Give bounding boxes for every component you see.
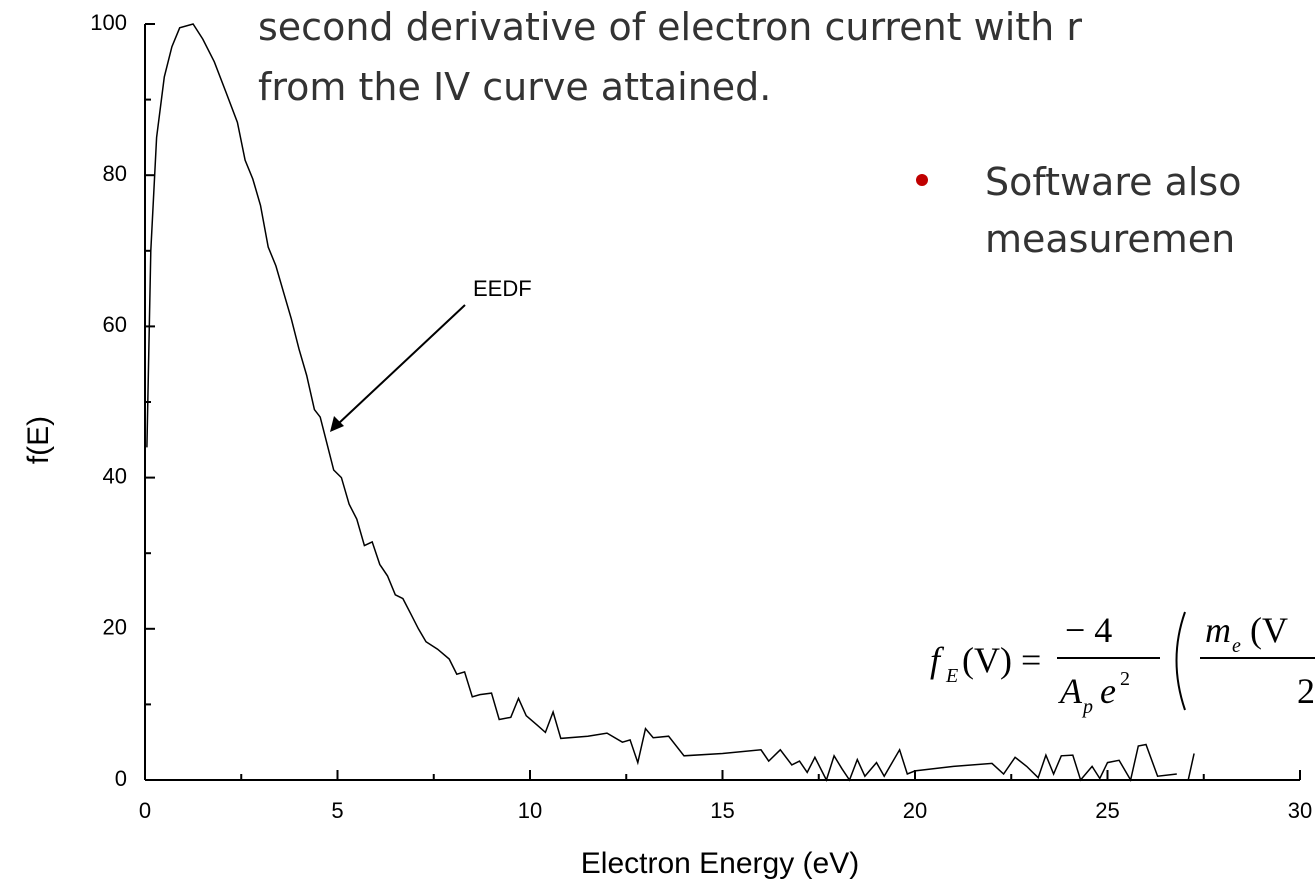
x-tick-label: 20	[903, 798, 927, 823]
y-tick-label: 20	[103, 615, 127, 640]
y-tick-label: 0	[115, 766, 127, 791]
bullet	[916, 174, 928, 186]
formula-part: − 4	[1065, 610, 1112, 650]
annotation: EEDF	[473, 276, 532, 301]
y-tick-label: 100	[90, 10, 127, 35]
arrow	[337, 304, 466, 425]
x-tick-label: 30	[1288, 798, 1312, 823]
formula-part: e	[1232, 635, 1241, 657]
formula-part: p	[1081, 696, 1093, 718]
data-line	[146, 23, 1195, 783]
y-axis-label: f(E)	[22, 416, 55, 464]
formula-part: 2	[1120, 668, 1130, 690]
x-tick-label: 15	[710, 798, 734, 823]
formula-part: 2	[1297, 671, 1315, 711]
y-tick-label: 60	[103, 312, 127, 337]
x-tick-label: 10	[518, 798, 542, 823]
slide-text: Software also	[985, 160, 1241, 204]
paren	[1175, 611, 1186, 711]
formula-part: e	[1100, 671, 1116, 711]
y-tick-label: 40	[103, 463, 127, 488]
formula: f E (V) = − 4 A p e 2 m e (V 2	[930, 610, 1315, 718]
formula-part: E	[945, 665, 958, 687]
slide-text: second derivative of electron current wi…	[258, 5, 1082, 49]
formula-part: (V	[1250, 610, 1288, 650]
slide-text: from the IV curve attained.	[258, 65, 771, 109]
x-tick-label: 25	[1095, 798, 1119, 823]
formula-part: A	[1058, 671, 1083, 711]
arrow-head	[330, 416, 344, 432]
slide-text: measuremen	[985, 217, 1235, 261]
y-tick-label: 80	[103, 161, 127, 186]
formula-part: f	[930, 640, 945, 680]
x-axis-label: Electron Energy (eV)	[581, 847, 859, 880]
x-tick-label: 5	[331, 798, 343, 823]
x-tick-label: 0	[139, 798, 151, 823]
formula-part: m	[1205, 610, 1231, 650]
formula-part: (V) =	[962, 640, 1041, 680]
